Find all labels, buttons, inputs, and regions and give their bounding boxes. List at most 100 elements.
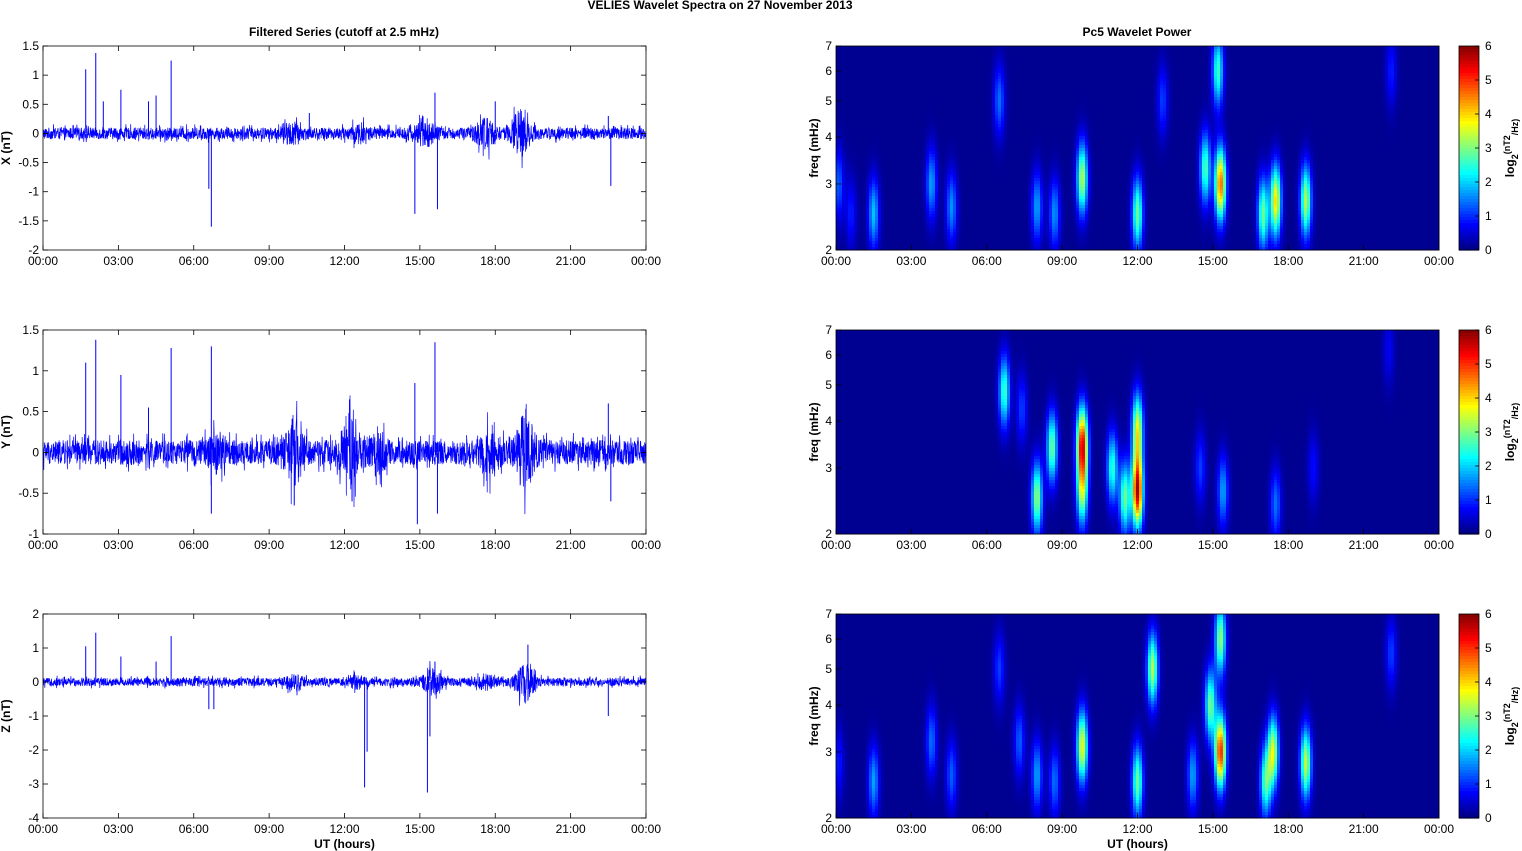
- heat-cell: [1304, 190, 1308, 194]
- heat-cell: [1223, 115, 1227, 119]
- heat-cell: [1007, 154, 1011, 158]
- heat-cell: [1232, 139, 1257, 143]
- heat-cell: [1025, 169, 1029, 173]
- heat-cell: [992, 172, 996, 176]
- heat-cell: [1049, 136, 1053, 140]
- heat-cell: [1229, 73, 1233, 77]
- heat-cell: [842, 121, 846, 125]
- heat-cell: [1226, 100, 1230, 104]
- heat-cell: [1157, 148, 1161, 152]
- heat-cell: [992, 145, 996, 149]
- heat-cell: [836, 178, 840, 182]
- heat-cell: [848, 130, 852, 134]
- heat-cell: [1256, 199, 1260, 203]
- heat-cell: [1283, 136, 1287, 140]
- heat-cell: [1232, 133, 1257, 137]
- heat-cell: [866, 208, 870, 212]
- heat-cell: [1160, 70, 1164, 74]
- heat-cell: [1388, 85, 1392, 89]
- heat-cell: [1049, 214, 1053, 218]
- heat-cell: [1268, 163, 1272, 167]
- heat-cell: [851, 172, 855, 176]
- heat-cell: [941, 196, 945, 200]
- heat-cell: [1208, 94, 1212, 98]
- heat-cell: [929, 121, 933, 125]
- heat-cell: [1220, 211, 1224, 215]
- heat-cell: [1073, 112, 1077, 116]
- heat-cell: [1301, 154, 1305, 158]
- heat-cell: [989, 82, 993, 86]
- heat-cell: [1001, 130, 1005, 134]
- heat-cell: [1205, 187, 1209, 191]
- heat-cell: [950, 154, 954, 158]
- heat-cell: [1280, 214, 1284, 218]
- heat-cell: [1160, 121, 1164, 125]
- heat-cell: [1067, 202, 1071, 206]
- heat-cell: [1157, 100, 1161, 104]
- heat-cell: [1397, 70, 1401, 74]
- heat-cell: [1286, 166, 1290, 170]
- heat-cell: [842, 202, 846, 206]
- heat-cell: [941, 154, 945, 158]
- heat-cell: [1274, 127, 1278, 131]
- heat-cell: [878, 214, 882, 218]
- heat-cell: [944, 175, 948, 179]
- heat-cell: [1217, 61, 1221, 65]
- heat-cell: [1124, 199, 1128, 203]
- heat-cell: [1220, 172, 1224, 176]
- heat-cell: [1271, 118, 1275, 122]
- heat-cell: [1274, 166, 1278, 170]
- heat-cell: [1007, 73, 1011, 77]
- heat-cell: [1208, 118, 1212, 122]
- heat-cell: [842, 172, 846, 176]
- heat-cell: [1319, 217, 1440, 221]
- heat-cell: [1073, 220, 1077, 224]
- heat-cell: [839, 187, 843, 191]
- heat-cell: [1073, 136, 1077, 140]
- heat-cell: [1217, 211, 1221, 215]
- heat-cell: [923, 148, 927, 152]
- heat-cell: [1034, 145, 1041, 149]
- heat-cell: [1028, 175, 1032, 179]
- heat-cell: [1127, 160, 1131, 164]
- heat-cell: [1202, 163, 1206, 167]
- heat-cell: [869, 178, 873, 182]
- heat-cell: [851, 166, 855, 170]
- heat-cell: [1226, 82, 1230, 86]
- heat-cell: [1211, 121, 1215, 125]
- heat-cell: [1391, 91, 1395, 95]
- heat-cell: [1394, 52, 1398, 56]
- heat-cell: [1400, 130, 1440, 134]
- heat-cell: [995, 49, 999, 53]
- heat-cell: [1034, 184, 1041, 188]
- heat-cell: [1214, 100, 1218, 104]
- heat-cell: [941, 133, 948, 137]
- heat-cell: [1202, 214, 1206, 218]
- heat-cell: [1040, 202, 1044, 206]
- heat-cell: [1157, 142, 1161, 146]
- heat-cell: [1208, 58, 1212, 62]
- heat-cell: [848, 127, 873, 131]
- heat-cell: [839, 148, 843, 152]
- heat-cell: [1274, 148, 1278, 152]
- heat-cell: [1235, 199, 1251, 203]
- heat-cell: [854, 133, 870, 137]
- heat-cell: [1205, 52, 1209, 56]
- heat-cell: [854, 175, 858, 179]
- heat-cell: [1304, 205, 1308, 209]
- heat-cell: [1286, 193, 1290, 197]
- heat-cell: [1085, 157, 1089, 161]
- heat-cell: [1079, 91, 1086, 95]
- heat-cell: [1127, 208, 1131, 212]
- heat-cell: [839, 178, 843, 182]
- heat-cell: [1040, 154, 1044, 158]
- heat-cell: [1061, 166, 1065, 170]
- heat-cell: [1193, 175, 1197, 179]
- heat-cell: [929, 178, 933, 182]
- heat-cell: [1055, 190, 1059, 194]
- heat-cell: [1157, 145, 1161, 149]
- heat-cell: [1145, 214, 1149, 218]
- heat-cell: [848, 181, 852, 185]
- heat-cell: [1001, 61, 1005, 65]
- heat-cell: [860, 193, 864, 197]
